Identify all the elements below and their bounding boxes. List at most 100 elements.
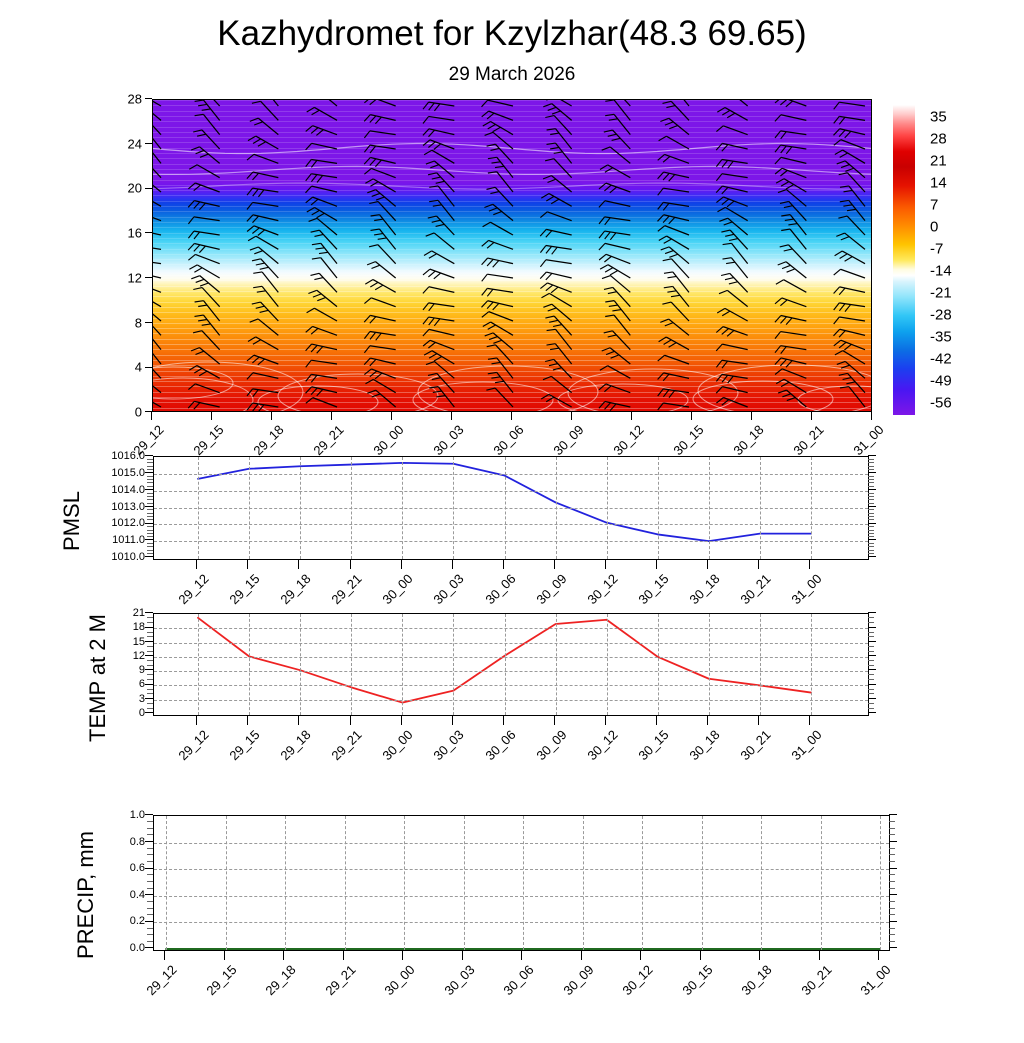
wind-barb [426,362,454,379]
wind-barb [191,276,219,293]
wind-barb [485,132,513,149]
wind-barb [429,387,454,407]
colorbar-tick-label: -35 [930,329,952,346]
wind-barb [153,294,161,307]
x-tick-mark [391,412,392,420]
wind-barb [307,107,337,120]
wind-barb [540,272,571,280]
colorbar [893,105,915,415]
wind-barb [664,286,689,306]
wind-barb [716,197,747,207]
wind-barb [191,348,220,364]
wind-barb [605,114,630,134]
wind-barb [716,344,747,351]
wind-barb [308,290,337,306]
x-tick-label: 30_18 [641,727,722,808]
x-tick-label: 29_15 [158,962,239,1043]
wind-barb [195,114,220,134]
x-tick-mark [452,716,453,725]
x-tick-mark [758,560,759,569]
gridline-vertical [709,457,710,559]
wind-barb [424,150,454,163]
wind-barb [424,251,454,264]
wind-barb [778,390,806,407]
wind-barb [423,329,454,336]
wind-barb [423,116,454,123]
wind-barb [778,190,806,207]
y-tick-mark [145,684,153,685]
wind-barb [834,140,865,149]
wind-barb [835,351,865,364]
gridline-vertical [760,614,761,715]
wind-barb [716,327,747,337]
x-tick-label: 29_18 [217,962,298,1043]
wind-barb [247,202,278,209]
x-tick-mark [691,412,692,420]
wind-barb [540,212,571,221]
wind-barb [776,179,806,192]
wind-barb [188,183,219,192]
wind-barb [775,115,806,122]
wind-barb [193,130,219,149]
x-tick-mark [511,412,512,420]
wind-barb [662,302,689,321]
wind-barb [600,165,630,178]
x-tick-mark [605,716,606,725]
wind-barb [718,207,748,220]
wind-barb [485,333,513,350]
wind-barb [488,358,513,378]
wind-barb [153,129,161,149]
gridline-vertical [658,457,659,559]
wind-barb [306,159,337,167]
x-tick-mark [247,560,248,569]
wind-barb [835,251,865,264]
wind-barb [540,260,571,267]
wind-barb [721,273,748,292]
wind-barb [423,102,454,111]
wind-barb [482,301,514,310]
wind-barb [781,215,806,235]
gridline-vertical [702,816,703,950]
wind-barb [153,394,161,407]
y-tick-mark [145,556,153,557]
wind-barb [367,262,396,278]
wind-barb [717,308,747,321]
wind-barb [424,351,454,364]
gridline-vertical [453,457,454,559]
colorbar-tick-label: 35 [930,109,947,126]
x-tick-label: 29_18 [232,727,313,808]
colorbar-tick-label: 28 [930,131,947,148]
wind-barb [247,389,278,397]
y-tick-label: 1015.0 [79,467,145,479]
wind-barb [776,280,806,293]
y-tick-mark [145,947,153,948]
y-tick-mark [145,841,153,842]
wind-barb [364,298,395,307]
wind-barb [659,236,689,249]
wind-barb [600,366,630,379]
wind-barb [188,401,219,409]
wind-barb [658,355,689,364]
wind-barb [250,247,278,264]
wind-barb [248,236,278,249]
wind-barb [247,226,278,236]
wind-barb [487,187,514,206]
wind-barb [312,243,337,263]
y-tick-mark [145,698,153,699]
wind-barb [599,183,630,193]
gridline-vertical [583,816,584,950]
gridline-horizontal [154,869,889,870]
wind-barb [543,304,571,321]
wind-barb [309,218,337,235]
wind-barb [483,122,513,135]
precip-axis-label: PRECIP, mm [73,831,99,959]
wind-barb [835,150,865,163]
wind-barb [153,193,161,206]
wind-barb [306,174,337,183]
wind-barb [599,402,630,411]
x-tick-label: 30_18 [693,962,774,1043]
wind-barb [253,100,278,106]
wind-barb [247,215,278,223]
wind-barb [658,403,689,410]
wind-barb [252,302,279,321]
